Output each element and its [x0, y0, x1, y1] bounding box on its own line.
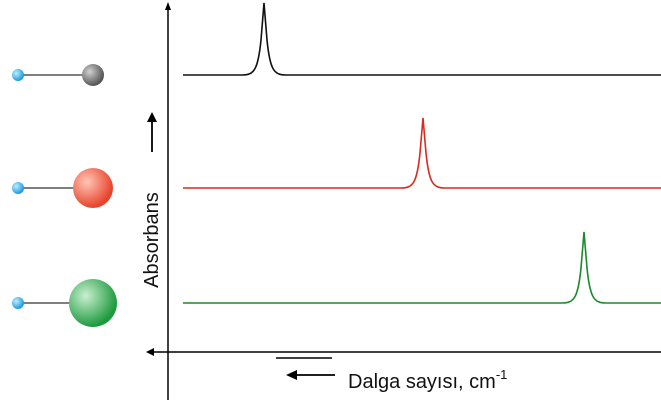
x-label-superscript: -1 [496, 367, 508, 382]
y-label-arrowhead [147, 112, 157, 122]
x-label-arrowhead [286, 370, 297, 380]
spectrum-black [183, 2, 661, 76]
y-axis-arrowhead [165, 2, 171, 10]
y-label: Absorbans [141, 192, 163, 288]
spectrum-green [183, 231, 661, 304]
molecule-red [12, 168, 113, 208]
spectrum-red [183, 117, 661, 189]
x-label: Dalga sayısı, cm-1 [348, 367, 507, 393]
molecule-green [12, 279, 117, 327]
x-axis-arrowhead [146, 348, 154, 356]
x-label-text: Dalga sayısı, cm [348, 371, 496, 393]
molecule-gray [12, 64, 104, 86]
